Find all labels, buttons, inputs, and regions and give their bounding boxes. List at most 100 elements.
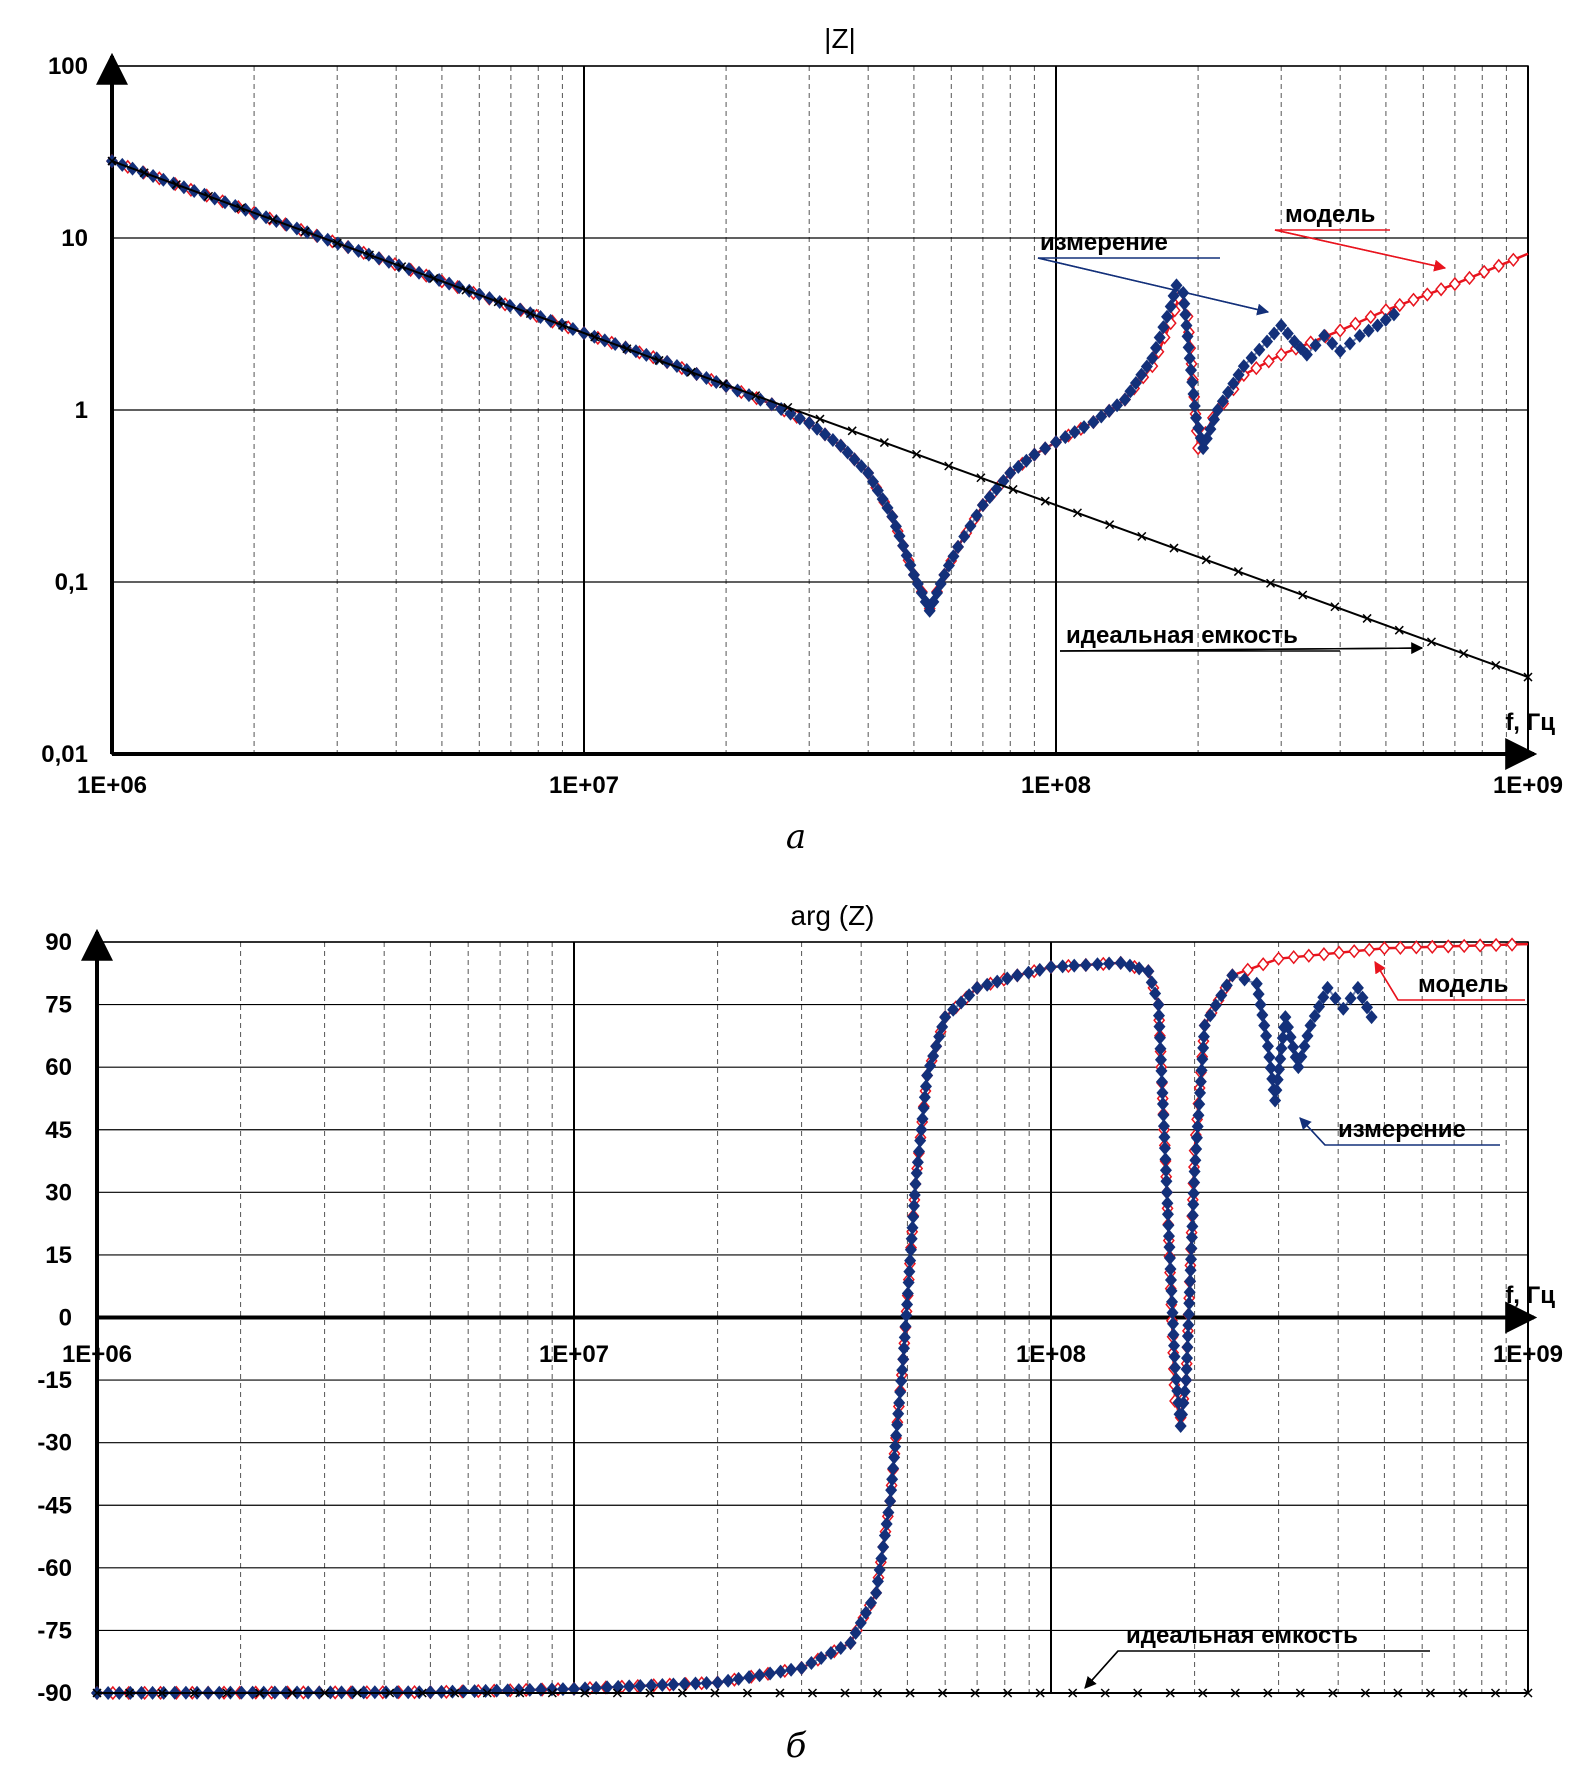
data-point [892,1406,905,1421]
data-point [1103,956,1116,971]
data-point [849,1625,862,1640]
data-point [1183,1285,1196,1300]
data-point [947,549,960,564]
data-point [910,1166,923,1181]
data-point [1152,997,1165,1012]
data-point [1123,958,1136,973]
data-point [903,1264,916,1279]
data-point [1362,323,1375,338]
data-point [1227,376,1240,391]
data-point [775,1688,785,1698]
data-point [915,1122,928,1137]
data-point [848,452,861,467]
data-point [580,1688,590,1698]
data-point [1321,980,1334,995]
data-point [1272,951,1285,966]
data-point [1190,410,1203,425]
data-point [139,168,149,178]
data-point [819,427,832,442]
data-point [490,1683,503,1698]
data-point [1490,1688,1501,1698]
data-point [1258,1018,1271,1033]
data-point [1365,1010,1378,1025]
annotation-arrow [1299,1117,1326,1146]
data-point [1194,1074,1207,1089]
x-axis-label: f, Гц [1505,709,1555,736]
annotation-label: идеальная емкость [1126,1622,1358,1649]
data-point [899,1319,912,1334]
data-point [1166,1305,1179,1320]
data-point [898,1330,911,1345]
data-point [1187,1186,1200,1201]
data-point [1180,318,1193,333]
annotation-label: измерение [1338,1116,1466,1143]
data-point [1028,447,1041,462]
annotation-arrow [1084,1650,1119,1689]
data-point [1045,960,1057,975]
data-point [795,1660,808,1675]
data-point [890,1428,903,1443]
data-point [907,1209,920,1224]
data-point [907,1198,920,1213]
data-point [1184,1263,1197,1278]
y-tick-label: 75 [45,992,72,1019]
data-point [854,1615,867,1630]
data-point [938,1688,948,1698]
data-point [871,1574,884,1589]
data-point [300,226,310,236]
data-point [1393,1688,1403,1698]
data-point [1448,276,1461,292]
data-point [875,1551,888,1566]
annotation-arrow [1274,229,1447,272]
y-tick-label: 90 [45,929,72,956]
x-tick-label: 1E+08 [1021,772,1091,799]
data-point [1118,392,1131,407]
data-point [1425,1688,1435,1698]
data-point [204,191,214,201]
y-tick-label: -30 [37,1430,72,1457]
data-point [1022,965,1035,980]
data-point [1198,1688,1208,1698]
series-line [111,159,1529,612]
annotation-label: модель [1418,971,1508,998]
data-point [1186,375,1199,390]
data-point [873,1562,886,1577]
data-point [1269,1093,1282,1108]
x-tick-label: 1E+07 [549,772,619,799]
data-point [1193,1097,1206,1112]
x-axis-label: f, Гц [1505,1282,1555,1309]
data-point [1167,1316,1180,1331]
data-point [1260,1028,1273,1043]
data-point [785,1662,798,1677]
data-point [976,498,989,513]
data-point [689,1676,702,1691]
data-point [896,1363,909,1378]
data-point [901,1286,914,1301]
data-point [457,1684,470,1699]
x-tick-label: 1E+06 [62,1341,132,1368]
data-point [1162,1229,1175,1244]
data-point [902,1275,915,1290]
data-point [1100,1688,1110,1698]
data-point [320,1688,330,1698]
data-point [1078,420,1091,435]
data-point [942,558,955,573]
data-point [862,466,875,481]
data-point [803,416,816,431]
data-point [1356,990,1369,1005]
data-point [1180,1373,1193,1388]
data-point [1068,1688,1078,1698]
data-point [938,567,951,582]
data-point [912,449,922,459]
annotation-label: измерение [1040,229,1168,256]
data-point [623,1679,636,1694]
data-point [952,539,965,554]
data-point [871,483,884,498]
data-point [1056,959,1069,974]
data-point [918,1090,931,1105]
data-point [1153,1019,1166,1034]
y-tick-label: 60 [45,1054,72,1081]
y-tick-label: -75 [37,1617,72,1644]
data-point [352,1688,362,1698]
data-point [1363,942,1376,957]
